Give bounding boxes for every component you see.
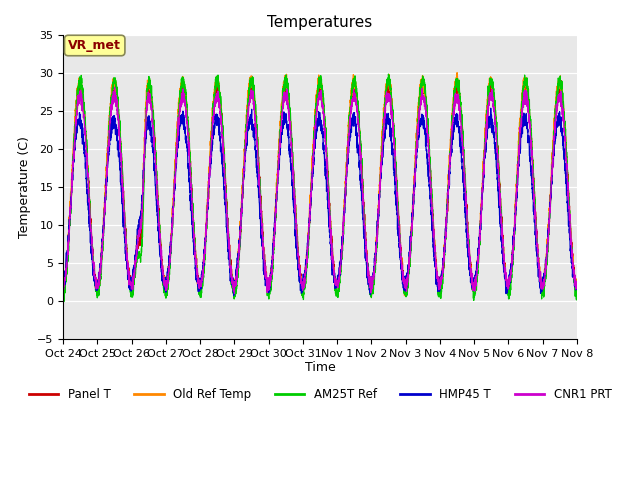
- HMP45 T: [573, 284, 580, 290]
- Line: HMP45 T: HMP45 T: [63, 108, 577, 296]
- Y-axis label: Temperature (C): Temperature (C): [19, 136, 31, 238]
- HMP45 T: [301, 277, 308, 283]
- Panel T: [464, 226, 472, 231]
- Old Ref Temp: [301, 279, 308, 285]
- Line: Panel T: Panel T: [63, 78, 577, 295]
- AM25T Ref: [152, 147, 159, 153]
- AM25T Ref: [385, 71, 392, 77]
- Line: CNR1 PRT: CNR1 PRT: [63, 87, 577, 293]
- Panel T: [406, 247, 414, 252]
- Panel T: [573, 277, 580, 283]
- Panel T: [60, 284, 67, 289]
- CNR1 PRT: [407, 247, 415, 252]
- AM25T Ref: [573, 297, 580, 302]
- Old Ref Temp: [60, 279, 67, 285]
- HMP45 T: [406, 251, 414, 257]
- Old Ref Temp: [464, 238, 472, 243]
- Old Ref Temp: [573, 292, 580, 298]
- Old Ref Temp: [435, 281, 443, 287]
- Text: VR_met: VR_met: [68, 39, 121, 52]
- CNR1 PRT: [152, 165, 159, 170]
- AM25T Ref: [464, 230, 472, 236]
- AM25T Ref: [407, 251, 415, 257]
- Old Ref Temp: [453, 70, 461, 75]
- HMP45 T: [487, 105, 495, 111]
- CNR1 PRT: [573, 285, 580, 291]
- Old Ref Temp: [401, 293, 408, 299]
- Panel T: [504, 292, 512, 298]
- Old Ref Temp: [406, 243, 414, 249]
- AM25T Ref: [60, 299, 68, 304]
- CNR1 PRT: [573, 279, 580, 285]
- CNR1 PRT: [60, 285, 67, 290]
- Panel T: [435, 281, 443, 287]
- HMP45 T: [435, 288, 443, 294]
- Panel T: [573, 279, 580, 285]
- AM25T Ref: [435, 288, 443, 294]
- AM25T Ref: [573, 297, 580, 303]
- Old Ref Temp: [573, 276, 580, 282]
- Panel T: [488, 75, 495, 81]
- AM25T Ref: [60, 289, 67, 295]
- Panel T: [152, 149, 159, 155]
- Panel T: [301, 277, 308, 283]
- CNR1 PRT: [435, 281, 443, 287]
- Title: Temperatures: Temperatures: [268, 15, 372, 30]
- HMP45 T: [60, 279, 67, 285]
- Legend: Panel T, Old Ref Temp, AM25T Ref, HMP45 T, CNR1 PRT: Panel T, Old Ref Temp, AM25T Ref, HMP45 …: [24, 384, 616, 406]
- HMP45 T: [230, 293, 237, 299]
- HMP45 T: [464, 244, 472, 250]
- CNR1 PRT: [301, 281, 308, 287]
- Line: Old Ref Temp: Old Ref Temp: [63, 72, 577, 296]
- Line: AM25T Ref: AM25T Ref: [63, 74, 577, 301]
- CNR1 PRT: [111, 84, 118, 90]
- CNR1 PRT: [464, 230, 472, 236]
- Old Ref Temp: [152, 155, 159, 160]
- HMP45 T: [152, 182, 159, 188]
- X-axis label: Time: Time: [305, 361, 335, 374]
- AM25T Ref: [301, 287, 308, 292]
- CNR1 PRT: [230, 290, 238, 296]
- HMP45 T: [573, 285, 580, 290]
